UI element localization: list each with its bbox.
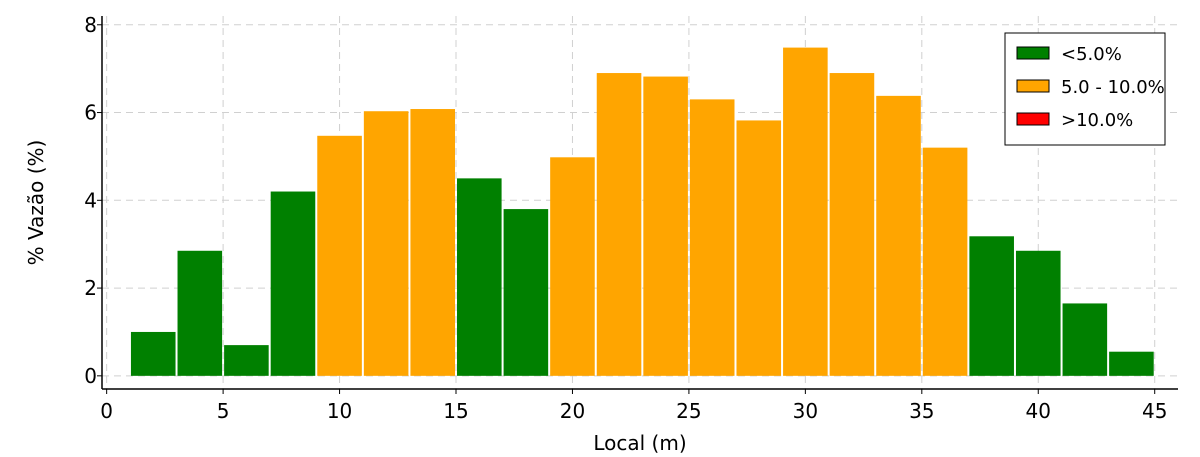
bar: [1015, 250, 1061, 376]
legend-swatch: [1016, 79, 1050, 93]
bar: [922, 147, 968, 376]
bar: [363, 111, 409, 376]
legend: <5.0% 5.0 - 10.0% >10.0%: [1004, 32, 1166, 146]
bar: [550, 157, 595, 376]
bar: [317, 135, 362, 376]
bar: [224, 345, 269, 376]
bar: [457, 178, 502, 376]
bar: [130, 331, 176, 376]
bar: [177, 250, 223, 376]
y-tick-label: 0: [84, 364, 97, 388]
x-tick-label: 35: [909, 399, 934, 423]
x-tick-label: 15: [443, 399, 468, 423]
x-tick-label: 45: [1142, 399, 1167, 423]
x-axis-title: Local (m): [593, 431, 686, 455]
bar: [643, 76, 688, 376]
x-tick-label: 40: [1026, 399, 1051, 423]
bar: [503, 209, 549, 376]
y-tick-label: 6: [84, 101, 97, 125]
bar: [1062, 303, 1108, 376]
bar: [270, 191, 316, 376]
bar: [876, 95, 921, 376]
bars: [130, 47, 1154, 376]
bar: [410, 109, 456, 376]
bar: [736, 120, 782, 376]
y-axis-title: % Vazão (%): [24, 140, 48, 266]
x-tick-labels: 0 5 10 15 20 25 30 35 40 45: [100, 399, 1167, 423]
legend-label: <5.0%: [1061, 44, 1122, 65]
y-tick-label: 4: [84, 188, 97, 212]
bar: [969, 236, 1014, 376]
x-tick-label: 10: [327, 399, 352, 423]
x-tick-label: 20: [560, 399, 585, 423]
x-tick-label: 30: [793, 399, 818, 423]
bar: [596, 73, 642, 376]
bar: [829, 73, 875, 376]
legend-swatch: [1016, 46, 1050, 60]
legend-label: 5.0 - 10.0%: [1061, 77, 1165, 98]
bar: [1109, 351, 1154, 376]
legend-label: >10.0%: [1061, 110, 1133, 131]
x-tick-label: 25: [676, 399, 701, 423]
legend-swatch: [1016, 112, 1050, 126]
bar: [783, 47, 828, 376]
y-tick-label: 2: [84, 276, 97, 300]
axes: [97, 16, 1178, 394]
x-tick-label: 5: [217, 399, 230, 423]
bar: [689, 99, 735, 376]
y-tick-label: 8: [84, 13, 97, 37]
x-tick-label: 0: [100, 399, 113, 423]
y-tick-labels: 0 2 4 6 8: [84, 13, 97, 388]
